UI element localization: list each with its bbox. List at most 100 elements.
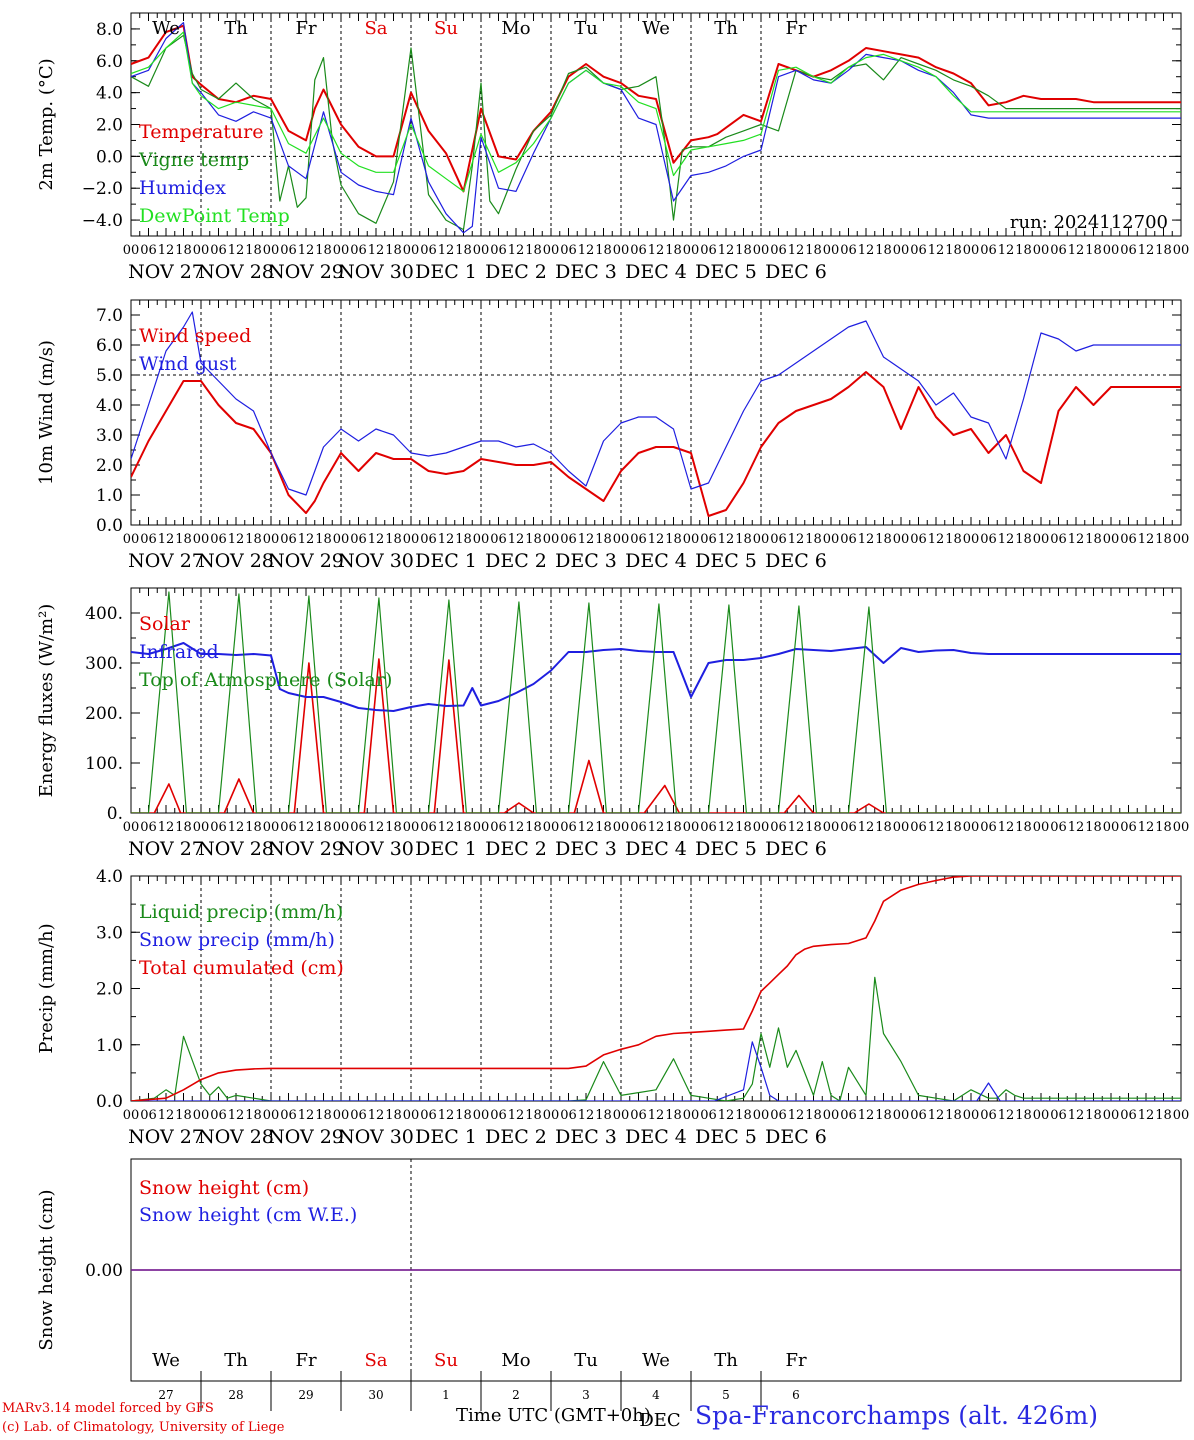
date-label: NOV 30 [338,550,414,572]
hour-label: 18 [595,1108,612,1123]
hour-label: 18 [735,532,752,547]
series-line-solar [131,658,1181,813]
hour-label: 12 [1068,243,1085,258]
hour-label: 06 [350,532,367,547]
hour-label: 18 [875,820,892,835]
hour-label: 12 [1068,1108,1085,1123]
hour-label: 00 [1173,1108,1190,1123]
hour-label: 18 [455,243,472,258]
hour-label: 18 [525,532,542,547]
hour-label: 06 [350,243,367,258]
hour-label: 00 [1103,243,1120,258]
legend-entry: DewPoint Temp [139,205,290,227]
hour-label: 00 [1103,1108,1120,1123]
y-tick-label: 200. [85,704,123,724]
y-tick-label: 0. [107,804,123,824]
hour-label: 18 [805,243,822,258]
hour-label: 00 [193,243,210,258]
weekday-label: We [152,18,180,39]
y-axis-label: 2m Temp. (°C) [36,58,57,190]
weekday-label: Tu [574,18,598,39]
hour-label: 12 [718,1108,735,1123]
hour-label: 18 [315,532,332,547]
hour-label: 18 [735,1108,752,1123]
hour-label: 12 [928,243,945,258]
hour-label: 00 [613,820,630,835]
lab-credit: (c) Lab. of Climatology, University of L… [2,1420,285,1435]
hour-label: 18 [315,820,332,835]
hour-label: 06 [280,243,297,258]
plot-frame [130,299,1182,526]
hour-label: 06 [910,820,927,835]
hour-label: 00 [333,1108,350,1123]
hour-label: 12 [648,820,665,835]
hour-label: 06 [1050,1108,1067,1123]
hour-label: 06 [1120,820,1137,835]
hour-label: 12 [228,1108,245,1123]
hour-label: 06 [560,1108,577,1123]
legend-entry: Wind gust [139,353,237,375]
hour-label: 12 [298,243,315,258]
hour-label: 12 [788,532,805,547]
hour-label: 12 [858,243,875,258]
weekday-label: Th [714,18,738,39]
hour-label: 00 [193,820,210,835]
hour-label: 12 [508,532,525,547]
hour-label: 06 [840,532,857,547]
y-axis-label: Energy fluxes (W/m²) [36,604,57,798]
y-tick-label: 4.0 [96,396,123,416]
date-label: DEC 3 [555,550,617,572]
hour-label: 06 [910,243,927,258]
hour-label: 18 [525,820,542,835]
hour-label: 00 [1033,1108,1050,1123]
legend-entry: Top of Atmosphere (Solar) [139,669,392,691]
hour-label: 18 [595,532,612,547]
hour-label: 06 [140,532,157,547]
hour-label: 06 [560,532,577,547]
hour-label: 12 [508,820,525,835]
hour-label: 00 [473,243,490,258]
day-number-label: 3 [582,1388,590,1402]
hour-label: 06 [700,1108,717,1123]
date-label: DEC 4 [625,838,687,860]
series-line-temperature [131,24,1181,193]
hour-label: 06 [910,1108,927,1123]
legend-entry: Snow height (cm) [139,1177,309,1199]
date-label: NOV 29 [268,261,344,283]
hour-label: 00 [1103,532,1120,547]
hour-label: 18 [805,532,822,547]
hour-label: 00 [683,243,700,258]
hour-label: 00 [963,532,980,547]
y-tick-label: 3.0 [96,426,123,446]
date-label: NOV 30 [338,838,414,860]
legend-entry: Wind speed [139,325,251,347]
hour-label: 18 [595,243,612,258]
hour-label: 18 [455,532,472,547]
hour-label: 18 [805,820,822,835]
hour-label: 12 [228,820,245,835]
date-label: NOV 29 [268,838,344,860]
hour-label: 00 [963,820,980,835]
hour-label: 18 [665,820,682,835]
hour-label: 12 [228,243,245,258]
hour-label: 00 [123,532,140,547]
hour-label: 06 [210,532,227,547]
day-number-label: 30 [368,1388,383,1402]
hour-label: 06 [560,820,577,835]
hour-label: 00 [473,532,490,547]
panel-wind: 0.0 1.0 2.0 3.0 4.0 5.0 6.0 7.0 10m Wind (m/s) Wi… [36,299,1190,572]
hour-label: 06 [980,532,997,547]
date-label: DEC 4 [625,550,687,572]
hour-label: 18 [805,1108,822,1123]
weekday-label: Mo [501,18,530,39]
y-axis-label: Snow height (cm) [36,1189,57,1350]
hour-label: 12 [1138,532,1155,547]
hour-label: 00 [963,243,980,258]
hour-label: 06 [1120,1108,1137,1123]
series-line-dewpoint-temp [131,31,1181,192]
hour-label: 00 [1173,532,1190,547]
date-label: DEC 3 [555,261,617,283]
hour-label: 06 [350,820,367,835]
legend-entry: Total cumulated (cm) [139,957,344,979]
